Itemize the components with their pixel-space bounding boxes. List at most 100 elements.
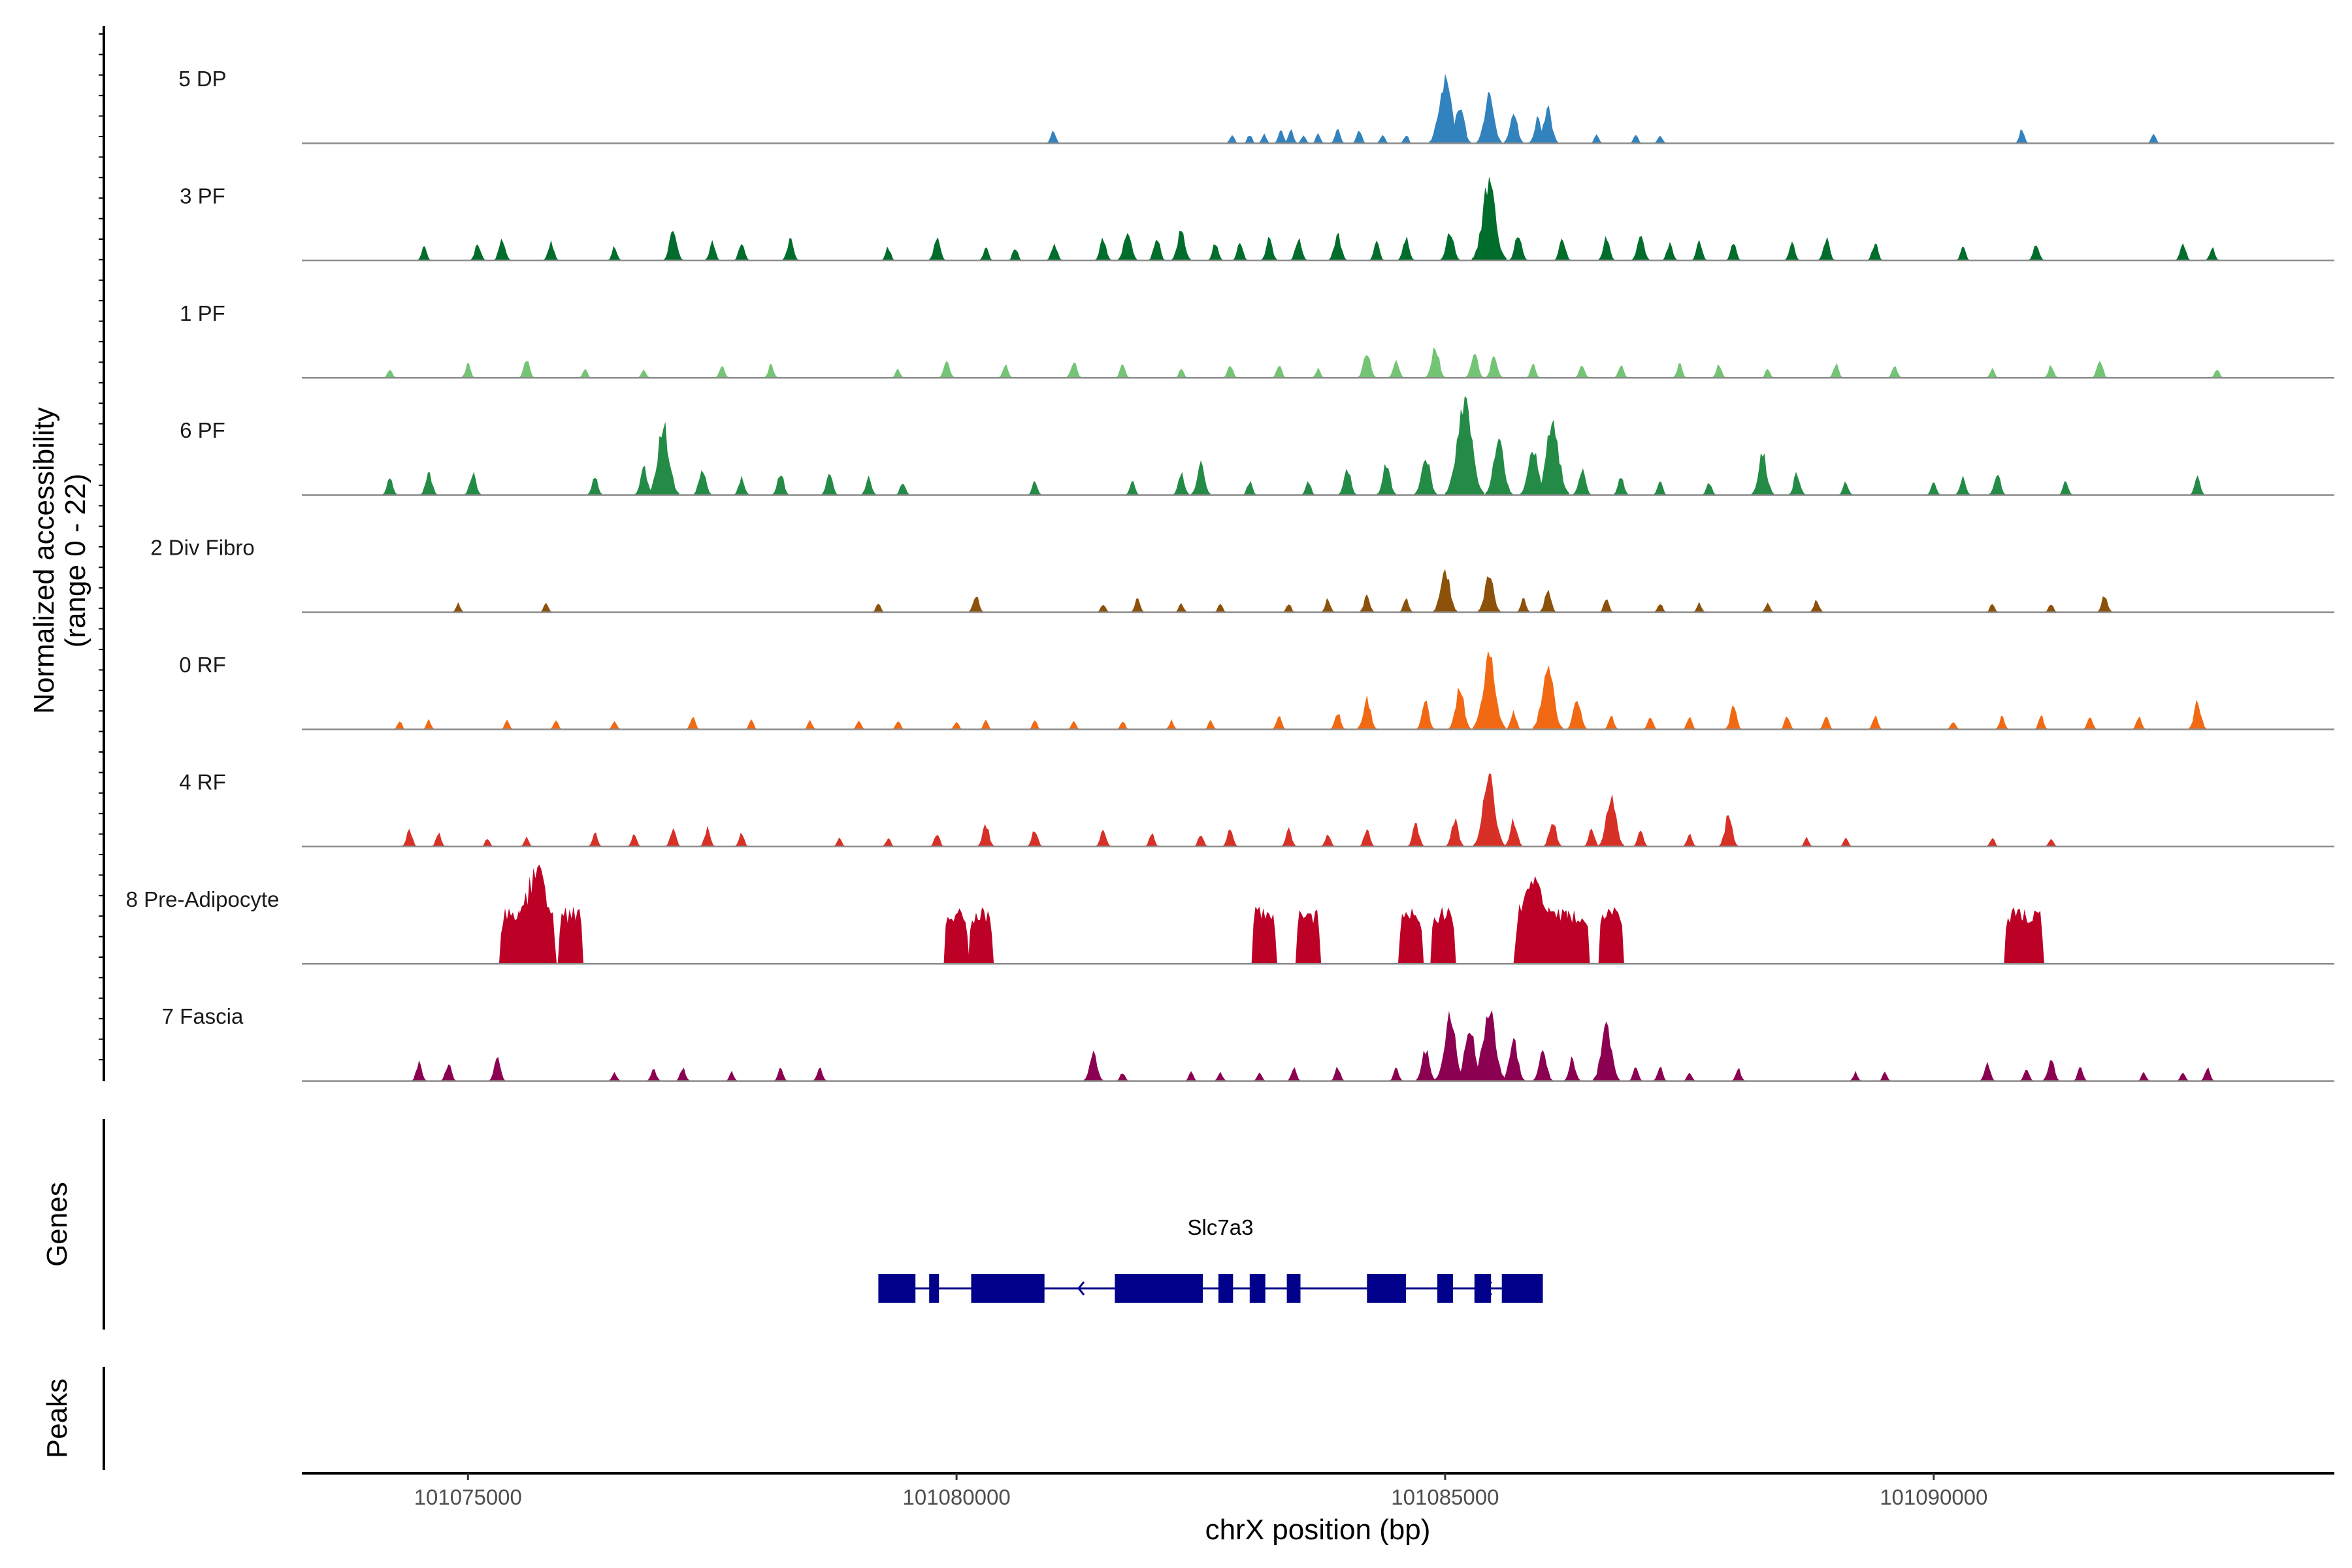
peak-mark xyxy=(608,721,621,730)
peak-mark xyxy=(1683,1072,1696,1081)
peak-mark xyxy=(1145,833,1159,847)
peak-mark xyxy=(1662,242,1678,261)
peak-mark xyxy=(384,370,396,378)
peak-mark xyxy=(647,1069,661,1081)
peak-mark xyxy=(1389,1068,1403,1081)
peak-mark xyxy=(774,1068,788,1081)
peak-mark xyxy=(676,1068,690,1081)
peak-mark xyxy=(1947,722,1959,730)
peak-mark xyxy=(500,719,514,730)
peak-mark xyxy=(1399,135,1413,144)
peak-mark xyxy=(1321,598,1335,612)
peak-mark xyxy=(634,465,653,495)
peak-mark xyxy=(1448,109,1471,144)
gene-exon xyxy=(878,1274,916,1303)
peak-mark xyxy=(1980,1062,1995,1081)
peak-mark xyxy=(587,478,603,495)
peak-mark xyxy=(1435,1011,1465,1081)
x-tick-label: 101075000 xyxy=(414,1485,522,1509)
peak-mark xyxy=(393,721,406,730)
peak-mark xyxy=(1286,1067,1301,1081)
peak-mark xyxy=(1173,472,1190,495)
peak-mark xyxy=(2018,909,2044,964)
track-label: 6 PF xyxy=(180,418,225,442)
peak-mark xyxy=(1643,717,1658,730)
peak-mark xyxy=(1358,355,1377,378)
peak-mark xyxy=(1533,1050,1553,1081)
peak-mark xyxy=(804,719,816,730)
peak-mark xyxy=(489,1056,506,1081)
peak-mark xyxy=(1321,834,1335,847)
peak-mark xyxy=(1272,365,1286,378)
peak-mark xyxy=(549,720,563,730)
peak-mark xyxy=(1506,710,1522,730)
peak-mark xyxy=(1232,242,1248,261)
peak-mark xyxy=(1849,1071,1862,1081)
x-tick-label: 101090000 xyxy=(1880,1485,1987,1509)
peak-mark xyxy=(1485,438,1512,495)
peak-mark xyxy=(1149,240,1166,261)
peak-mark xyxy=(2083,717,2097,730)
peak-mark xyxy=(1094,237,1112,261)
peak-mark xyxy=(1175,368,1188,378)
peak-mark xyxy=(2200,1067,2214,1081)
track-label: 0 RF xyxy=(179,653,226,677)
peak-mark xyxy=(1502,1037,1525,1081)
gene-exon xyxy=(971,1274,1045,1303)
peak-mark xyxy=(1290,238,1307,261)
peak-mark xyxy=(1472,1010,1506,1081)
peak-mark xyxy=(1274,130,1288,144)
peak-mark xyxy=(1653,482,1667,495)
track-4-rf: 4 RF xyxy=(179,770,2334,848)
peak-mark xyxy=(734,832,749,847)
track-label: 4 RF xyxy=(179,770,226,794)
peak-mark xyxy=(1516,598,1530,612)
strand-arrow xyxy=(1077,1281,1085,1296)
peak-mark xyxy=(1258,133,1271,144)
peak-mark xyxy=(1446,817,1464,847)
peak-mark xyxy=(1477,576,1501,612)
peak-mark xyxy=(1281,827,1297,847)
peak-mark xyxy=(1573,468,1592,495)
peak-mark xyxy=(1445,396,1484,495)
peak-mark xyxy=(411,1060,427,1081)
gene-exon xyxy=(1286,1274,1301,1303)
peak-mark xyxy=(1472,651,1506,730)
peak-mark xyxy=(1416,700,1435,730)
peak-mark xyxy=(1207,244,1224,261)
peak-mark xyxy=(1312,367,1324,378)
peak-mark xyxy=(1819,717,1833,730)
peak-mark xyxy=(1818,237,1835,261)
peak-mark xyxy=(734,475,749,495)
peak-mark xyxy=(1397,236,1414,261)
peak-mark xyxy=(1956,247,1970,261)
peak-mark xyxy=(1682,717,1697,730)
peak-mark xyxy=(1328,233,1347,261)
peak-mark xyxy=(725,1071,738,1081)
peak-mark xyxy=(440,1064,456,1081)
peak-mark xyxy=(1532,665,1563,730)
peak-mark xyxy=(1028,720,1041,730)
track-1-pf: 1 PF xyxy=(180,301,2334,379)
peak-mark xyxy=(1809,600,1823,612)
peak-mark xyxy=(715,366,729,378)
track-3-pf: 3 PF xyxy=(180,176,2334,262)
peak-mark xyxy=(1629,135,1642,144)
peak-mark xyxy=(420,472,438,495)
peak-mark xyxy=(1604,715,1618,730)
peak-mark xyxy=(1046,131,1060,144)
y-axis-ticks xyxy=(99,33,104,1060)
peak-mark xyxy=(1117,1073,1129,1081)
peak-mark xyxy=(1284,129,1298,144)
peak-mark xyxy=(1563,1056,1581,1081)
peak-mark xyxy=(1369,240,1384,261)
peak-mark xyxy=(1261,237,1278,261)
peak-mark xyxy=(493,238,511,261)
peak-mark xyxy=(1376,135,1389,144)
peak-mark xyxy=(1194,836,1208,847)
peak-mark xyxy=(543,240,559,261)
peak-mark xyxy=(1536,419,1569,495)
peak-mark xyxy=(1476,91,1502,144)
peak-mark xyxy=(1653,1066,1667,1081)
